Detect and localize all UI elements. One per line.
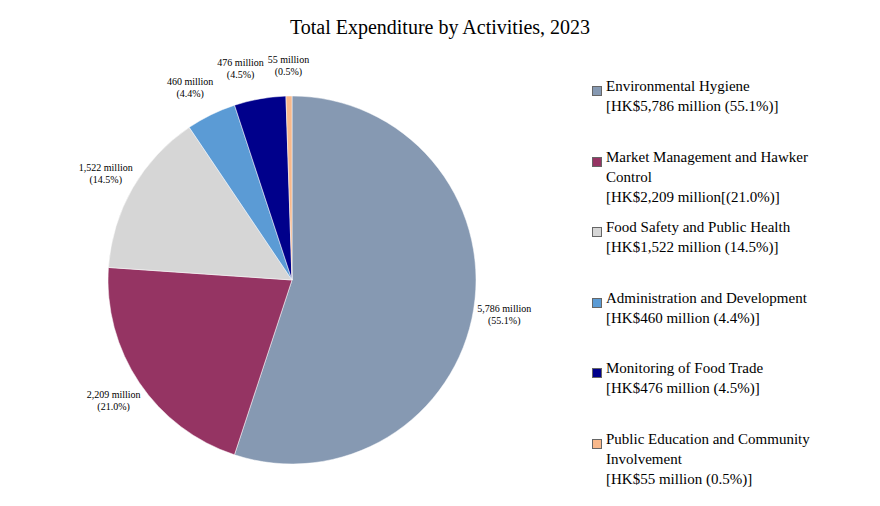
legend-swatch (592, 368, 602, 378)
value-label: 55 million (268, 54, 309, 65)
value-label: 460 million (167, 76, 213, 87)
legend-value: [HK$1,522 million (14.5%)] (606, 237, 841, 257)
percentage-label: (21.0%) (97, 401, 130, 413)
pie-slice (108, 267, 292, 454)
chart-title: Total Expenditure by Activities, 2023 (290, 16, 590, 39)
pie-slices (108, 96, 476, 464)
legend-label: Monitoring of Food Trade (606, 358, 841, 378)
legend-label: Environmental Hygiene (606, 76, 841, 96)
value-label: 1,522 million (79, 162, 133, 173)
value-label: 476 million (217, 57, 263, 68)
percentage-label: (14.5%) (90, 174, 123, 186)
legend-swatch (592, 439, 602, 449)
legend-label: Public Education and Community Involveme… (606, 429, 841, 469)
legend-value: [HK$476 million (4.5%)] (606, 378, 841, 398)
legend-text: Food Safety and Public Health[HK$1,522 m… (606, 217, 841, 257)
data-label: 55 million(0.5%) (268, 54, 309, 78)
legend-label: Market Management and Hawker Control (606, 147, 841, 187)
data-label: 5,786 million(55.1%) (477, 303, 531, 327)
legend-text: Public Education and Community Involveme… (606, 429, 841, 489)
percentage-label: (4.4%) (176, 88, 204, 100)
legend-swatch (592, 227, 602, 237)
data-label: 476 million(4.5%) (217, 57, 263, 81)
legend-value: [HK$55 million (0.5%)] (606, 469, 841, 489)
legend-text: Administration and Development[HK$460 mi… (606, 288, 841, 328)
percentage-label: (55.1%) (488, 315, 521, 327)
legend-label: Food Safety and Public Health (606, 217, 841, 237)
legend-text: Environmental Hygiene[HK$5,786 million (… (606, 76, 841, 116)
chart-wrap: Total Expenditure by Activities, 2023 5,7… (0, 0, 880, 506)
legend-swatch (592, 298, 602, 308)
legend-label: Administration and Development (606, 288, 841, 308)
percentage-label: (4.5%) (227, 69, 255, 81)
data-labels: 5,786 million(55.1%) 2,209 million(21.0%)… (79, 54, 531, 413)
data-label: 460 million(4.4%) (167, 76, 213, 100)
pie-slice (235, 96, 292, 280)
percentage-label: (0.5%) (275, 66, 303, 78)
legend-text: Market Management and Hawker Control[HK$… (606, 147, 841, 207)
pie-slice (286, 96, 292, 280)
legend-swatch (592, 157, 602, 167)
legend-value: [HK$5,786 million (55.1%)] (606, 96, 841, 116)
legend-value: [HK$460 million (4.4%)] (606, 308, 841, 328)
data-label: 1,522 million(14.5%) (79, 162, 133, 186)
value-label: 5,786 million (477, 303, 531, 314)
data-label: 2,209 million(21.0%) (87, 389, 141, 413)
legend-swatch (592, 86, 602, 96)
value-label: 2,209 million (87, 389, 141, 400)
legend-value: [HK$2,209 million[(21.0%)] (606, 187, 841, 207)
legend-text: Monitoring of Food Trade[HK$476 million … (606, 358, 841, 398)
